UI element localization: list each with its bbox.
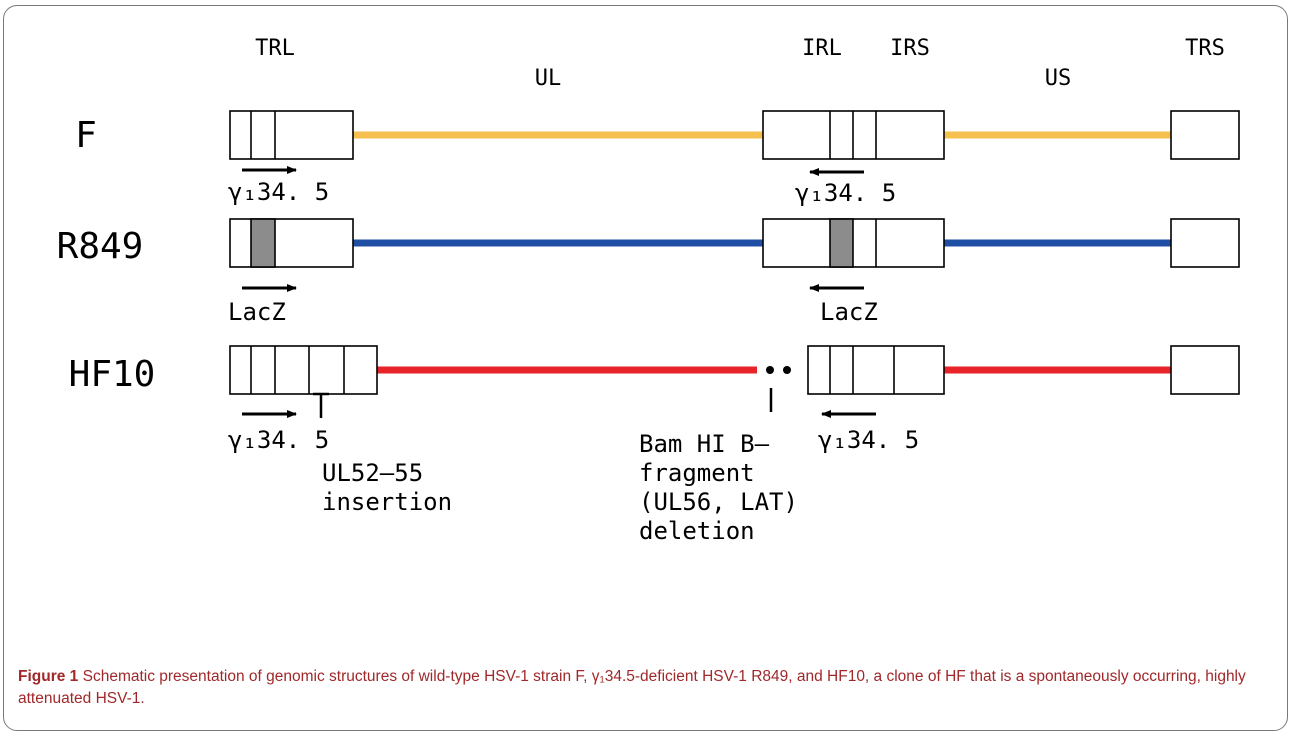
trs-box — [1170, 110, 1240, 160]
deletion-label-line3: (UL56, LAT) — [639, 488, 798, 516]
gene-label-left: γ₁34. 5 — [228, 426, 329, 454]
deletion-dot — [766, 366, 774, 374]
trl-box — [229, 345, 378, 395]
gene-label-right: γ₁34. 5 — [818, 426, 919, 454]
trl-box — [229, 110, 354, 160]
deletion-label-line1: Bam HI B– — [639, 430, 770, 458]
region-label-us: US — [1045, 66, 1072, 91]
trs-box — [1170, 218, 1240, 268]
region-label-ul: UL — [535, 66, 562, 91]
caption-text: Schematic presentation of genomic struct… — [18, 668, 1246, 707]
deletion-dot — [783, 366, 791, 374]
region-label-trl: TRL — [255, 36, 295, 61]
genome-row-r849: R849 LacZ LacZ — [57, 218, 1240, 326]
gene-label-left: γ₁34. 5 — [228, 178, 329, 206]
irl-irs-box — [807, 345, 945, 395]
figure-caption: Figure 1 Schematic presentation of genom… — [18, 666, 1280, 710]
gene-label-right: γ₁34. 5 — [795, 179, 896, 207]
deletion-label-line2: fragment — [639, 459, 755, 487]
trs-box — [1170, 345, 1240, 395]
region-label-trs: TRS — [1185, 36, 1225, 61]
region-label-irs: IRS — [890, 36, 930, 61]
lacz-insert — [250, 218, 276, 268]
trl-box — [229, 218, 354, 268]
strain-label-hf10: HF10 — [69, 354, 156, 395]
gene-label-left: LacZ — [228, 298, 286, 326]
insertion-label-line2: insertion — [322, 488, 452, 516]
genome-row-f: F γ₁34. 5 γ₁34. 5 — [75, 110, 1240, 207]
insertion-label-line1: UL52–55 — [322, 459, 423, 487]
lacz-insert — [829, 218, 854, 268]
region-label-irl: IRL — [802, 36, 842, 61]
caption-label: Figure 1 — [18, 668, 79, 685]
genome-row-hf10: HF10 γ₁34. 5 γ₁34. 5 UL52–55 insertion B… — [69, 345, 1240, 545]
strain-label-r849: R849 — [57, 226, 144, 267]
strain-label-f: F — [75, 115, 97, 156]
gene-label-right: LacZ — [820, 298, 878, 326]
deletion-label-line4: deletion — [639, 517, 755, 545]
